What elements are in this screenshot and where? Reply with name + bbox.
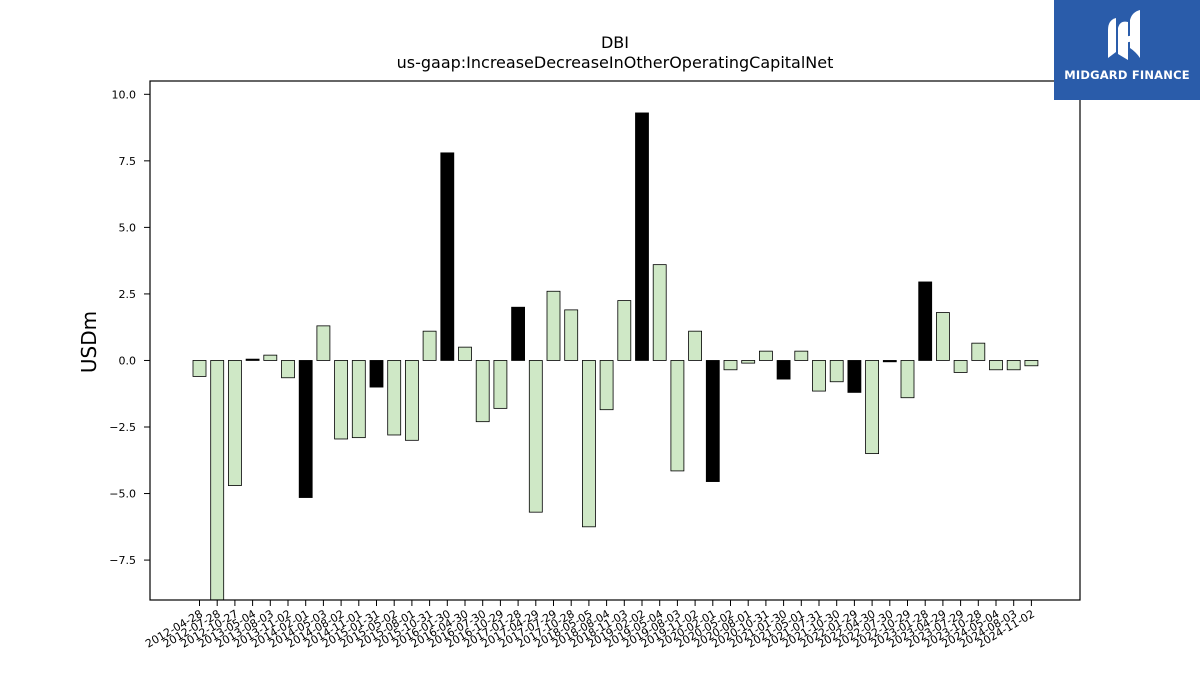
bar-2015-05-02 bbox=[387, 360, 402, 436]
y-tick-label: −2.5 bbox=[109, 421, 136, 434]
brand-logo: MIDGARD FINANCE bbox=[1054, 0, 1200, 100]
bar-2022-01-29 bbox=[847, 360, 862, 393]
bar-2017-10-28 bbox=[564, 309, 579, 361]
bar-2020-08-01 bbox=[741, 360, 756, 364]
bar-2024-08-03 bbox=[1006, 360, 1021, 371]
bar-2021-07-31 bbox=[812, 360, 826, 392]
bar-2023-04-29 bbox=[936, 312, 950, 361]
bar-2015-10-31 bbox=[422, 330, 437, 361]
bar-2016-04-30 bbox=[458, 346, 472, 361]
bar-2019-11-02 bbox=[688, 330, 702, 361]
bar-2021-05-01 bbox=[794, 350, 809, 361]
y-tick-label: 5.0 bbox=[119, 221, 137, 234]
bar-2022-10-29 bbox=[900, 360, 915, 399]
bar-2017-07-29 bbox=[546, 290, 561, 361]
y-axis: −7.5 −5.0 −2.5 0.0 2.5 5.0 7.5 10.0 bbox=[109, 88, 150, 567]
bar-2014-08-02 bbox=[334, 360, 349, 440]
logo-text: MIDGARD FINANCE bbox=[1064, 68, 1190, 82]
bar-2020-10-31 bbox=[759, 350, 773, 361]
bar-2020-02-01 bbox=[705, 360, 720, 482]
bar-2021-10-30 bbox=[829, 360, 844, 383]
bar-2012-04-28 bbox=[192, 360, 207, 377]
y-axis-label: USDm bbox=[77, 311, 101, 373]
bar-2016-10-29 bbox=[493, 360, 508, 409]
bar-2020-05-02 bbox=[723, 360, 738, 371]
bar-2016-07-30 bbox=[475, 360, 490, 423]
bar-2017-04-29 bbox=[528, 360, 543, 513]
chart-title: DBI bbox=[601, 33, 629, 52]
bar-2015-08-01 bbox=[404, 360, 419, 441]
bar-2024-11-02 bbox=[1024, 360, 1039, 367]
bar-2016-01-30 bbox=[440, 152, 455, 361]
bar-2023-07-29 bbox=[953, 360, 968, 373]
midgard-logo-icon bbox=[1108, 10, 1140, 61]
x-axis: 2012-04-282012-07-282012-10-272013-05-04… bbox=[143, 600, 1037, 651]
bar-2018-05-05 bbox=[582, 360, 596, 528]
bar-2014-05-03 bbox=[316, 325, 331, 361]
bar-2023-10-28 bbox=[971, 342, 986, 361]
y-tick-label: −5.0 bbox=[109, 488, 136, 501]
bar-2022-07-30 bbox=[882, 360, 897, 363]
bars-group bbox=[192, 112, 1039, 600]
bar-2013-05-04 bbox=[245, 358, 260, 361]
bar-2018-11-03 bbox=[617, 300, 632, 361]
y-tick-label: 2.5 bbox=[119, 288, 137, 301]
bar-2023-01-28 bbox=[918, 281, 933, 361]
y-tick-label: 7.5 bbox=[119, 155, 137, 168]
plot-frame bbox=[149, 80, 1081, 601]
bar-2019-08-03 bbox=[670, 360, 685, 472]
y-tick-label: 0.0 bbox=[119, 354, 137, 367]
bar-2013-08-03 bbox=[263, 354, 278, 361]
y-tick-label: −7.5 bbox=[109, 554, 136, 567]
bar-2014-02-01 bbox=[298, 360, 313, 498]
chart-subtitle: us-gaap:IncreaseDecreaseInOtherOperating… bbox=[397, 53, 834, 72]
bar-2019-05-04 bbox=[652, 264, 667, 361]
bar-2019-02-02 bbox=[635, 112, 649, 361]
bar-2015-01-31 bbox=[369, 360, 384, 388]
bar-2024-05-04 bbox=[989, 360, 1003, 371]
bar-2017-01-28 bbox=[511, 306, 526, 361]
bar-2012-07-28 bbox=[210, 360, 225, 600]
bar-2013-11-02 bbox=[281, 360, 295, 379]
bar-2014-11-01 bbox=[351, 360, 366, 439]
bar-2022-04-30 bbox=[865, 360, 879, 455]
y-tick-label: 10.0 bbox=[112, 88, 137, 101]
bar-2012-10-27 bbox=[227, 360, 242, 486]
bar-2018-08-04 bbox=[599, 360, 614, 411]
bar-2021-01-30 bbox=[776, 360, 791, 380]
